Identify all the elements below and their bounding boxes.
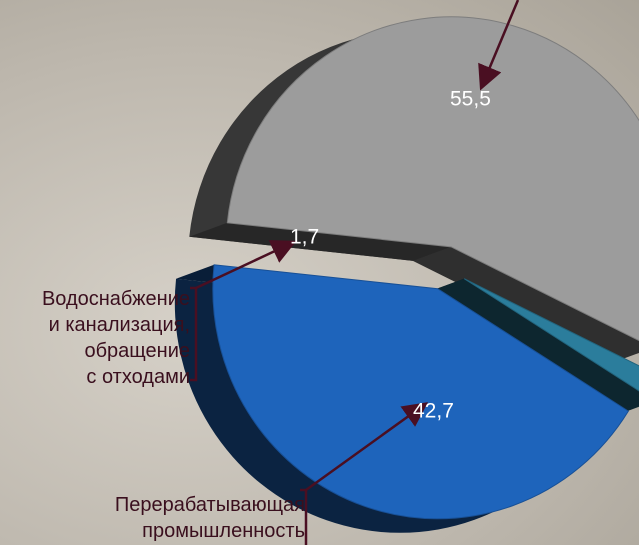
category-label: Водоснабжение и канализация, обращение с… <box>42 286 190 390</box>
chart: 55,5 1,7 42,7 Водоснабжение и канализация,… <box>0 0 639 545</box>
category-label: Перерабатывающая промышленность <box>115 492 305 544</box>
value-label: 55,5 <box>450 88 491 111</box>
value-label: 1,7 <box>290 226 319 249</box>
pie-area: 55,5 1,7 42,7 <box>0 0 639 545</box>
value-label: 42,7 <box>413 400 454 423</box>
